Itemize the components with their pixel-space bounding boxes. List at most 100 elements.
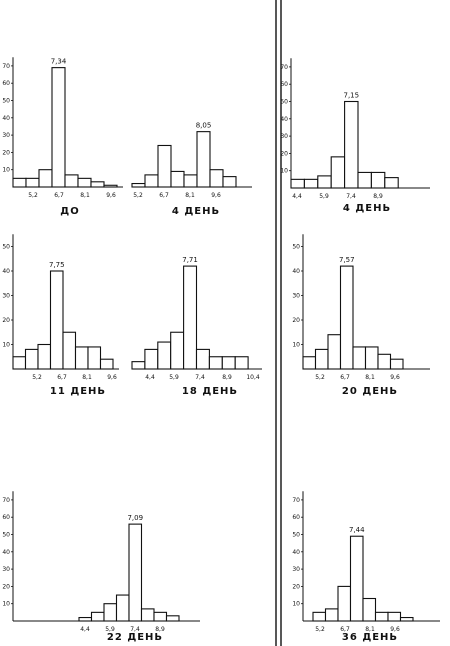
y-tick-label: 70 <box>292 497 300 504</box>
histogram-bar <box>208 356 223 370</box>
histogram-bar <box>157 341 172 370</box>
histogram-bar <box>370 171 386 189</box>
y-tick-label: 20 <box>2 583 10 590</box>
histogram-bar <box>51 67 66 188</box>
histogram-bar <box>195 348 210 370</box>
y-tick-label: 30 <box>292 566 300 573</box>
histogram-bar <box>357 171 372 189</box>
y-tick-label: 10 <box>2 601 10 608</box>
histogram-bar <box>90 611 105 622</box>
histogram-bar <box>317 175 332 189</box>
panel-day-4-right: 4 ДЕНЬ 10 20 30 40 50 60 70 7,15 4,4 5,9 7,4 8,9 <box>280 58 430 214</box>
histogram-bar <box>222 176 237 188</box>
x-tick-label: 6,7 <box>57 374 67 381</box>
histogram-bar <box>153 611 168 622</box>
histogram-bar <box>64 174 79 188</box>
panel-day-18: 18 ДЕНЬ 7,71 4,4 5,9 7,4 8,9 10,4 <box>131 256 262 397</box>
panel-caption: 4 ДЕНЬ <box>343 203 391 214</box>
x-tick-label: 9,6 <box>106 192 116 199</box>
x-tick-label: 8,1 <box>80 192 90 199</box>
y-tick-label: 40 <box>2 115 10 122</box>
histogram-bar <box>74 346 89 370</box>
histogram-bar <box>314 348 329 370</box>
histogram-bar <box>87 346 102 370</box>
y-tick-label: 40 <box>280 116 288 123</box>
histogram-bar <box>131 182 146 188</box>
histogram-bar <box>364 346 379 370</box>
y-tick-label: 70 <box>2 497 10 504</box>
y-tick-label: 40 <box>292 268 300 275</box>
y-tick-label: 60 <box>280 81 288 88</box>
panel-caption: 20 ДЕНЬ <box>342 386 398 397</box>
y-tick-label: 10 <box>292 601 300 608</box>
histogram-bar <box>90 181 105 188</box>
peak-value-label: 7,71 <box>182 256 198 264</box>
x-tick-label: 8,9 <box>222 374 232 381</box>
x-tick-label: 4,4 <box>292 193 302 200</box>
histogram-bar <box>387 611 402 622</box>
histogram-bar <box>344 100 359 189</box>
histogram-bar <box>234 356 249 370</box>
x-tick-label: 8,1 <box>365 374 375 381</box>
x-tick-label: 6,7 <box>340 626 350 633</box>
y-tick-label: 40 <box>2 268 10 275</box>
histogram-bar <box>115 594 130 622</box>
y-tick-label: 20 <box>2 317 10 324</box>
y-tick-label: 20 <box>2 149 10 156</box>
y-tick-label: 30 <box>2 566 10 573</box>
x-tick-label: 5,2 <box>315 626 325 633</box>
x-tick-label: 7,4 <box>195 374 205 381</box>
histogram-bar <box>303 178 319 189</box>
histogram-bar <box>312 611 327 622</box>
panel-caption: 22 ДЕНЬ <box>107 632 163 643</box>
histogram-bar <box>352 346 367 370</box>
histogram-bar <box>99 358 114 370</box>
x-tick-label: 4,4 <box>80 626 90 633</box>
y-tick-label: 30 <box>2 132 10 139</box>
histogram-bar <box>103 603 118 622</box>
histogram-bar <box>327 334 342 370</box>
histogram-bar <box>290 178 305 189</box>
x-tick-label: 6,7 <box>54 192 64 199</box>
y-tick-label: 60 <box>2 80 10 87</box>
y-tick-label: 70 <box>2 63 10 70</box>
x-tick-label: 5,2 <box>28 192 38 199</box>
panel-day-4-left: 4 ДЕНЬ 8,05 5,2 6,7 8,1 9,6 <box>131 122 252 217</box>
x-tick-label: 9,6 <box>211 192 221 199</box>
histogram-bar <box>337 585 352 622</box>
x-tick-label: 8,1 <box>365 626 375 633</box>
peak-value-label: 7,34 <box>51 58 67 66</box>
histogram-bar <box>209 169 224 188</box>
histogram-bar <box>78 616 93 622</box>
histogram-bar <box>157 144 172 188</box>
y-tick-label: 10 <box>2 342 10 349</box>
y-tick-label: 20 <box>280 150 288 157</box>
histogram-bar <box>362 597 377 622</box>
peak-value-label: 7,44 <box>349 526 365 534</box>
x-tick-label: 4,4 <box>145 374 155 381</box>
y-tick-label: 10 <box>280 168 288 175</box>
x-tick-label: 5,9 <box>169 374 179 381</box>
y-tick-label: 40 <box>2 549 10 556</box>
histogram-bar <box>12 177 27 188</box>
x-tick-label: 5,2 <box>133 192 143 199</box>
histogram-bar <box>77 177 92 188</box>
y-tick-label: 30 <box>292 293 300 300</box>
histogram-bar <box>62 331 77 370</box>
panel-day-11: 11 ДЕНЬ 10 20 30 40 50 7,75 5,2 6,7 8,1 9,6 <box>2 234 119 397</box>
x-tick-label: 5,9 <box>105 626 115 633</box>
x-tick-label: 7,4 <box>130 626 140 633</box>
y-tick-label: 50 <box>292 532 300 539</box>
histogram-bar <box>49 270 64 370</box>
y-tick-label: 50 <box>2 532 10 539</box>
x-tick-label: 6,7 <box>340 374 350 381</box>
panel-caption: 18 ДЕНЬ <box>182 386 238 397</box>
histogram-bar <box>25 177 40 188</box>
y-tick-label: 60 <box>292 514 300 521</box>
y-tick-label: 60 <box>2 514 10 521</box>
histogram-bar <box>221 356 236 370</box>
panel-caption: 11 ДЕНЬ <box>50 386 106 397</box>
histogram-bar <box>38 169 53 188</box>
histogram-bar <box>324 608 339 622</box>
